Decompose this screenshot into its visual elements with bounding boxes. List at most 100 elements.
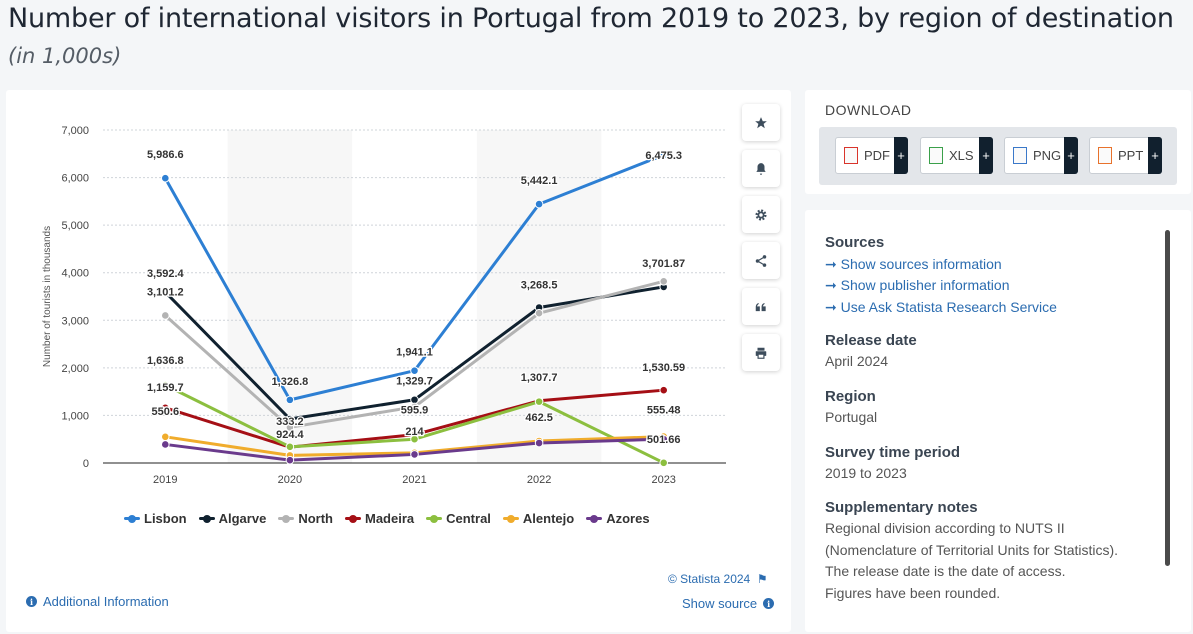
x-tick-label: 2023 (651, 474, 675, 486)
statista-credit[interactable]: © Statista 2024 ⚑ (668, 572, 768, 586)
data-label: 5,442.1 (521, 175, 558, 187)
research-service-link[interactable]: ➞ Use Ask Statista Research Service (825, 299, 1057, 316)
sources-link-text: Show sources information (840, 256, 1002, 272)
notes-heading: Supplementary notes (825, 499, 978, 516)
plus-icon: + (979, 137, 993, 174)
data-point-algarve (410, 395, 419, 405)
notes-line: (Nomenclature of Territorial Units for S… (825, 541, 1119, 558)
download-bar: PDF + XLS + PNG + PPT + (819, 127, 1177, 185)
data-point-north (161, 311, 170, 320)
release-date-heading: Release date (825, 332, 917, 349)
publisher-link[interactable]: ➞ Show publisher information (825, 277, 1010, 294)
download-pdf-button[interactable]: PDF + (835, 137, 908, 174)
scrollbar[interactable] (1165, 230, 1170, 566)
legend-item-central[interactable]: Central (426, 511, 491, 526)
arrow-right-icon: ➞ (825, 277, 841, 293)
data-point-central (534, 397, 544, 406)
notes-text: Regional division according to NUTS II (… (825, 518, 1165, 604)
download-ppt-button[interactable]: PPT + (1089, 137, 1162, 174)
x-tick-label: 2022 (527, 474, 551, 486)
data-label: 1,530.59 (642, 362, 685, 374)
data-point-algarve (161, 287, 170, 297)
plus-icon: + (1148, 137, 1162, 174)
legend-label: Azores (606, 511, 650, 526)
data-label: 333.2 (276, 416, 304, 428)
data-label: 6,475.3 (645, 150, 682, 162)
data-point-lisbon (161, 173, 170, 183)
show-source-link[interactable]: Show source i (682, 596, 775, 611)
share-button[interactable] (742, 242, 780, 279)
legend-label: Algarve (218, 511, 267, 526)
favorite-button[interactable] (742, 104, 780, 141)
x-tick-label: 2021 (402, 474, 426, 486)
region-heading: Region (825, 388, 876, 405)
png-file-icon (1013, 147, 1027, 164)
legend-swatch (344, 514, 361, 523)
print-icon (755, 347, 767, 359)
data-label: 3,701.87 (642, 258, 685, 270)
y-tick-label: 6,000 (61, 173, 89, 185)
data-label: 1,329.7 (396, 376, 433, 388)
legend-item-azores[interactable]: Azores (586, 511, 650, 526)
y-tick-label: 3,000 (61, 315, 89, 327)
additional-information-link[interactable]: i Additional Information (26, 594, 169, 609)
data-label: 501.66 (647, 434, 681, 446)
bell-icon (756, 162, 766, 175)
x-tick-label: 2019 (153, 474, 177, 486)
data-point-azores (161, 440, 170, 449)
download-title: DOWNLOAD (825, 102, 912, 118)
star-icon (755, 116, 767, 128)
notes-line: Regional division according to NUTS II (825, 520, 1065, 536)
additional-information-text: Additional Information (43, 594, 169, 609)
info-icon: i (26, 596, 37, 607)
download-card: DOWNLOAD PDF + XLS + PNG + PPT + (805, 90, 1191, 194)
arrow-right-icon: ➞ (825, 256, 841, 272)
region-value: Portugal (825, 409, 878, 425)
data-point-north (659, 276, 669, 286)
survey-period-value: 2019 to 2023 (825, 465, 907, 481)
data-label: 1,159.7 (147, 382, 184, 394)
legend-label: Central (446, 511, 491, 526)
sources-link[interactable]: ➞ Show sources information (825, 256, 1002, 273)
print-button[interactable] (742, 334, 780, 371)
legend-swatch (124, 514, 140, 523)
show-source-text: Show source (682, 596, 758, 611)
sources-heading: Sources (825, 234, 885, 251)
column-band (227, 130, 353, 463)
y-tick-label: 7,000 (61, 125, 89, 137)
data-point-central (285, 442, 295, 452)
legend-item-algarve[interactable]: Algarve (198, 511, 267, 526)
legend-item-alentejo[interactable]: Alentejo (502, 511, 574, 526)
download-png-label: PNG (1033, 148, 1062, 163)
legend-item-madeira[interactable]: Madeira (344, 511, 415, 526)
legend-swatch (198, 514, 215, 523)
data-point-algarve (285, 414, 295, 424)
data-label: 3,268.5 (521, 280, 558, 292)
download-png-button[interactable]: PNG + (1004, 137, 1078, 174)
cite-button[interactable] (742, 288, 780, 325)
release-date-value: April 2024 (825, 353, 889, 369)
data-label: 1,941.1 (396, 347, 433, 359)
info-icon: i (763, 598, 775, 609)
settings-button[interactable] (742, 196, 780, 233)
download-xls-button[interactable]: XLS + (920, 137, 993, 174)
plus-icon: + (1064, 137, 1078, 174)
notification-button[interactable] (742, 150, 780, 187)
download-pdf-label: PDF (864, 148, 890, 163)
legend-label: Madeira (364, 511, 415, 526)
x-tick-label: 2020 (278, 474, 302, 486)
y-tick-label: 4,000 (61, 268, 89, 280)
data-point-lisbon (659, 150, 669, 160)
data-point-north (410, 402, 419, 412)
legend-item-north[interactable]: North (278, 511, 333, 526)
y-axis-title: Number of tourists in thousands (42, 226, 53, 367)
download-xls-label: XLS (949, 148, 974, 163)
data-point-azores (659, 434, 669, 444)
y-tick-label: 0 (83, 458, 89, 470)
data-label: 3,592.4 (147, 268, 185, 280)
data-point-north (534, 308, 544, 318)
info-card: Sources ➞ Show sources information ➞ Sho… (805, 210, 1191, 632)
data-point-madeira (659, 385, 669, 395)
legend-item-lisbon[interactable]: Lisbon (124, 511, 187, 526)
